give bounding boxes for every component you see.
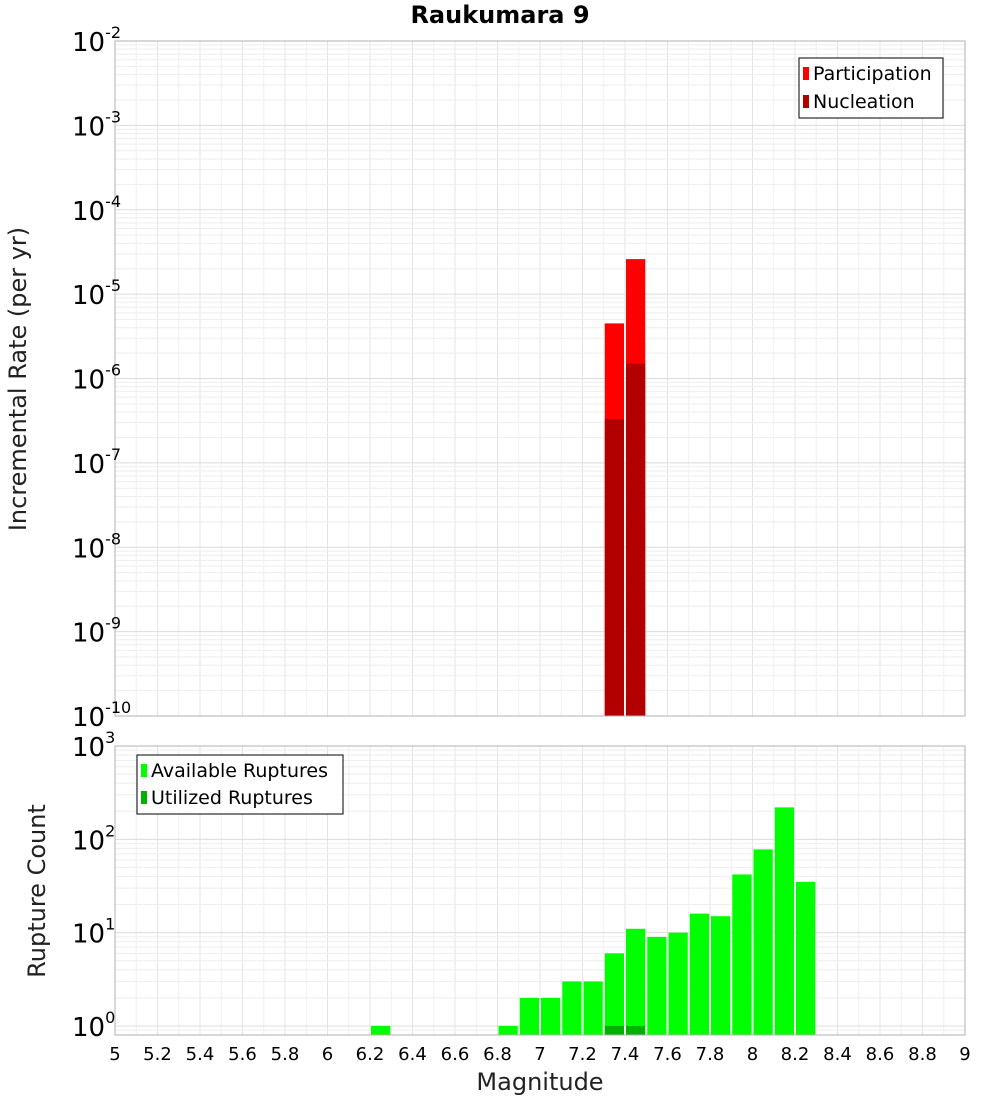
bottom-bar-available-ruptures	[604, 953, 624, 1035]
bottom-bar-available-ruptures	[519, 997, 539, 1035]
legend-available-swatch	[141, 764, 147, 777]
x-tick-label: 8.4	[823, 1044, 852, 1065]
x-tick-label: 5.8	[271, 1044, 300, 1065]
bottom-bar-available-ruptures	[689, 913, 709, 1035]
x-tick-label: 8.2	[781, 1044, 810, 1065]
chart-title: Raukumara 9	[410, 1, 589, 29]
x-tick-labels: 5 5.2 5.4 5.6 5.8 6 6.2 6.4 6.6 6.8 7 7.2 7.4 7.6 7.8 8…	[109, 1044, 970, 1065]
bottom-bar-available-ruptures	[626, 928, 646, 1035]
bottom-bar-available-ruptures	[668, 932, 688, 1035]
top-bar-nucleation	[604, 419, 624, 716]
bottom-bar-available-ruptures	[583, 981, 603, 1035]
bottom-legend: Available Ruptures Utilized Ruptures	[136, 754, 344, 815]
bottom-bar-available-ruptures	[647, 936, 667, 1035]
x-tick-label: 6.6	[441, 1044, 470, 1065]
legend-participation-label: Participation	[813, 63, 932, 85]
x-tick-label: 8.8	[908, 1044, 937, 1065]
top-plot: 10-10 10-9 10-8 10-7 10-6 10-5 10-4 10-3 10-2 In…	[4, 23, 966, 733]
top-legend-box	[798, 57, 944, 119]
bottom-bar-utilized-ruptures	[604, 1025, 624, 1035]
bottom-y-tick-labels: 100 101 102 103	[72, 728, 115, 1043]
bottom-plot-frame	[114, 745, 966, 1036]
bottom-bar-available-ruptures	[371, 1025, 391, 1035]
x-tick-label: 5.4	[186, 1044, 215, 1065]
top-y-tick-labels: 10-10 10-9 10-8 10-7 10-6 10-5 10-4 10-3 10-2	[72, 23, 131, 733]
top-bars	[604, 259, 646, 716]
x-axis-label: Magnitude	[476, 1068, 603, 1096]
legend-available-label: Available Ruptures	[151, 760, 328, 782]
bottom-bar-available-ruptures	[732, 874, 752, 1035]
top-y-tick-label: 10-5	[72, 276, 121, 311]
bottom-bar-available-ruptures	[498, 1025, 518, 1035]
bottom-bar-available-ruptures	[711, 916, 731, 1035]
x-tick-label: 6.2	[356, 1044, 385, 1065]
bottom-bar-available-ruptures	[562, 981, 582, 1035]
x-tick-label: 8	[747, 1044, 758, 1065]
x-tick-label: 7.4	[611, 1044, 640, 1065]
bottom-y-tick-label: 102	[72, 821, 115, 856]
top-y-tick-label: 10-3	[72, 107, 121, 142]
bottom-y-tick-label: 101	[72, 915, 115, 950]
x-tick-label: 6.4	[398, 1044, 427, 1065]
bottom-y-tick-label: 103	[72, 728, 115, 763]
top-grid	[114, 40, 966, 717]
x-tick-label: 5.6	[228, 1044, 257, 1065]
top-y-tick-label: 10-2	[72, 23, 121, 58]
top-bar-nucleation	[626, 363, 646, 716]
bottom-y-axis-label: Rupture Count	[23, 804, 51, 978]
x-tick-label: 5.2	[143, 1044, 172, 1065]
x-tick-label: 6	[322, 1044, 333, 1065]
top-y-tick-label: 10-4	[72, 192, 121, 227]
x-tick-label: 5	[109, 1044, 120, 1065]
legend-nucleation-label: Nucleation	[813, 91, 915, 113]
legend-nucleation-swatch	[803, 95, 809, 108]
legend-utilized-label: Utilized Ruptures	[151, 787, 313, 809]
bottom-bar-available-ruptures	[753, 849, 773, 1035]
x-tick-label: 7.8	[696, 1044, 725, 1065]
top-y-tick-label: 10-6	[72, 361, 121, 396]
top-y-tick-label: 10-7	[72, 445, 121, 480]
top-y-tick-label: 10-9	[72, 614, 121, 649]
x-tick-label: 7.6	[653, 1044, 682, 1065]
bottom-y-tick-label: 100	[72, 1008, 115, 1043]
top-y-tick-label: 10-10	[72, 698, 131, 733]
x-tick-label: 8.6	[866, 1044, 895, 1065]
top-plot-frame	[114, 40, 966, 717]
bottom-legend-box	[136, 754, 344, 815]
bottom-bar-available-ruptures	[774, 807, 794, 1035]
bottom-bar-available-ruptures	[541, 997, 561, 1035]
bottom-bar-available-ruptures	[796, 881, 816, 1035]
legend-participation-swatch	[803, 67, 809, 80]
legend-utilized-swatch	[141, 791, 147, 804]
x-tick-label: 7.2	[568, 1044, 597, 1065]
x-tick-label: 7	[534, 1044, 545, 1065]
top-y-tick-label: 10-8	[72, 529, 121, 564]
top-legend: Participation Nucleation	[798, 57, 944, 119]
bottom-bar-utilized-ruptures	[626, 1025, 646, 1035]
bottom-bars	[371, 807, 816, 1035]
x-tick-label: 6.8	[483, 1044, 512, 1065]
x-tick-label: 9	[959, 1044, 970, 1065]
top-y-axis-label: Incremental Rate (per yr)	[4, 227, 32, 531]
bottom-plot: 100 101 102 103 5 5.2 5.4 5.6 5.8 6 6.2 6.4 6.6 6.8 7…	[23, 728, 971, 1096]
